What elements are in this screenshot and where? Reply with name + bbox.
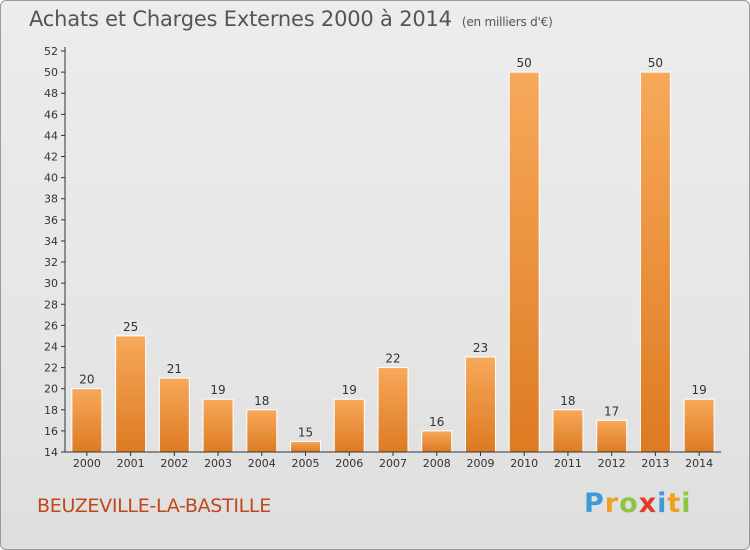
y-tick-label: 48 [44,87,58,100]
logo-letter: x [638,488,658,519]
x-tick-label: 2002 [160,457,188,470]
bar [683,398,715,453]
data-label: 18 [560,394,575,408]
x-tick-label: 2014 [685,457,713,470]
data-label: 16 [429,415,444,429]
data-label: 22 [385,352,400,366]
bar [552,409,584,453]
logo-letter: o [619,488,639,519]
y-tick-label: 34 [44,235,58,248]
x-tick-label: 2012 [598,457,626,470]
y-tick-label: 26 [44,319,58,332]
x-tick-label: 2005 [292,457,320,470]
logo-letter: i [657,488,668,519]
bar [202,398,234,453]
bar [333,398,365,453]
data-label: 19 [210,383,225,397]
proxiti-logo: Proxiti [584,488,692,519]
y-tick-label: 16 [44,425,58,438]
data-label: 19 [342,383,357,397]
bar [639,71,671,453]
data-label: 25 [123,320,138,334]
data-label: 18 [254,394,269,408]
bar [377,367,409,453]
x-tick-label: 2003 [204,457,232,470]
y-tick-label: 18 [44,404,58,417]
y-tick-label: 32 [44,256,58,269]
y-tick-label: 30 [44,277,58,290]
y-tick-label: 28 [44,298,58,311]
data-label: 19 [691,383,706,397]
x-tick-label: 2011 [554,457,582,470]
x-tick-label: 2006 [335,457,363,470]
data-label: 23 [473,341,488,355]
y-tick-label: 36 [44,214,58,227]
x-tick-label: 2004 [248,457,276,470]
x-tick-label: 2009 [466,457,494,470]
x-tick-label: 2007 [379,457,407,470]
bar [158,377,190,453]
city-name: BEUZEVILLE-LA-BASTILLE [37,495,271,517]
y-tick-label: 40 [44,172,58,185]
chart-title: Achats et Charges Externes 2000 à 2014 (e… [29,7,553,31]
bar [71,388,103,453]
x-tick-label: 2000 [73,457,101,470]
y-tick-label: 42 [44,151,58,164]
bar [290,440,322,453]
y-tick-label: 20 [44,383,58,396]
data-label: 21 [167,362,182,376]
x-tick-label: 2013 [641,457,669,470]
logo-letter: P [584,488,605,519]
data-label: 20 [79,373,94,387]
y-tick-label: 52 [44,45,58,58]
bar [246,409,278,453]
chart-title-text: Achats et Charges Externes 2000 à 2014 [29,7,452,31]
logo-letter: r [604,488,620,519]
data-label: 50 [648,56,663,70]
y-tick-label: 50 [44,66,58,79]
y-tick-label: 38 [44,193,58,206]
data-label: 50 [517,56,532,70]
logo-letter: i [681,488,692,519]
x-tick-label: 2010 [510,457,538,470]
y-tick-label: 14 [44,446,58,459]
bar [464,356,496,453]
bar [115,335,147,453]
logo-letter: t [667,488,682,519]
x-tick-label: 2001 [117,457,145,470]
bar [508,71,540,453]
y-tick-label: 46 [44,108,58,121]
y-tick-label: 24 [44,340,58,353]
data-label: 17 [604,404,619,418]
x-tick-label: 2008 [423,457,451,470]
y-tick-label: 22 [44,362,58,375]
bar [596,419,628,453]
chart-unit: (en milliers d'€) [461,15,553,29]
data-label: 15 [298,425,313,439]
bar [421,430,453,453]
y-tick-label: 44 [44,129,58,142]
